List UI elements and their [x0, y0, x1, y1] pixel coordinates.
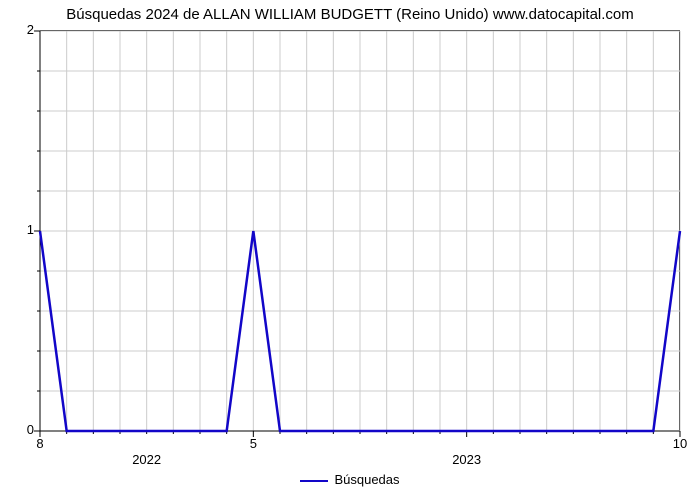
chart-title: Búsquedas 2024 de ALLAN WILLIAM BUDGETT …	[0, 6, 700, 23]
x-tick-label: 8	[36, 436, 43, 451]
chart-svg	[40, 31, 680, 431]
legend-label: Búsquedas	[334, 472, 399, 487]
x-tick-label: 10	[673, 436, 687, 451]
y-tick-label: 1	[14, 222, 34, 237]
x-tick-label: 5	[250, 436, 257, 451]
plot-area	[40, 30, 680, 430]
x-year-label: 2023	[452, 452, 481, 467]
y-tick-label: 2	[14, 22, 34, 37]
legend: Búsquedas	[0, 472, 700, 487]
x-year-label: 2022	[132, 452, 161, 467]
y-tick-label: 0	[14, 422, 34, 437]
legend-swatch	[300, 480, 328, 482]
chart-container: Búsquedas 2024 de ALLAN WILLIAM BUDGETT …	[0, 0, 700, 500]
